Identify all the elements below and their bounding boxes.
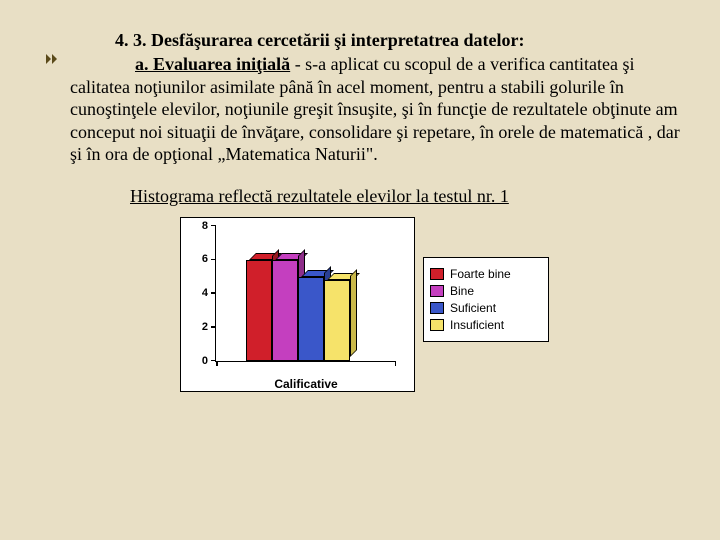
- legend-label: Insuficient: [450, 318, 504, 332]
- legend-label: Foarte bine: [450, 267, 511, 281]
- legend-swatch: [430, 302, 444, 314]
- legend-swatch: [430, 268, 444, 280]
- section-heading: 4. 3. Desfăşurarea cercetării şi interpr…: [115, 30, 690, 51]
- sub-label: a. Evaluarea iniţială: [135, 54, 290, 74]
- y-tick-label: 8: [202, 220, 208, 232]
- legend-item: Insuficient: [430, 318, 538, 332]
- legend-item: Bine: [430, 284, 538, 298]
- legend-item: Foarte bine: [430, 267, 538, 281]
- legend-label: Suficient: [450, 301, 496, 315]
- bullet-icon: [45, 54, 59, 64]
- legend-swatch: [430, 285, 444, 297]
- bar: [324, 280, 350, 361]
- legend-swatch: [430, 319, 444, 331]
- chart-bars: [246, 260, 350, 361]
- y-tick-label: 2: [202, 321, 208, 333]
- x-axis-label: Calificative: [216, 377, 396, 391]
- bar: [246, 260, 272, 361]
- sub-rest: - s-a aplicat cu scopul de a verifica: [290, 54, 545, 74]
- bar: [298, 277, 324, 361]
- y-tick-label: 0: [202, 355, 208, 367]
- chart-container: Calificative 0 2 4 6 8 Foarte bine Bine Sufici…: [180, 217, 690, 392]
- intro-line: a. Evaluarea iniţială - s-a aplicat cu s…: [70, 53, 690, 166]
- legend-item: Suficient: [430, 301, 538, 315]
- histogram-caption: Histograma reflectă rezultatele elevilor…: [130, 186, 690, 207]
- legend-label: Bine: [450, 284, 474, 298]
- bar: [272, 260, 298, 361]
- chart-legend: Foarte bine Bine Suficient Insuficient: [423, 257, 549, 342]
- y-tick-label: 6: [202, 253, 208, 265]
- chart-plot: Calificative 02468: [215, 226, 396, 362]
- y-tick-label: 4: [202, 287, 208, 299]
- chart-frame: Calificative 0 2 4 6 8: [180, 217, 415, 392]
